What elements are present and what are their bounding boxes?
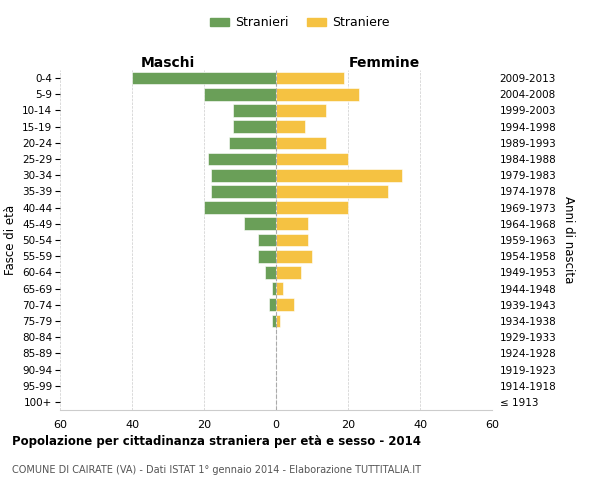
Bar	[276, 314, 280, 328]
Bar	[272, 314, 276, 328]
Bar	[276, 234, 308, 246]
Bar	[276, 88, 359, 101]
Bar	[276, 266, 301, 278]
Bar	[269, 298, 276, 311]
Bar	[276, 202, 348, 214]
Text: Femmine: Femmine	[349, 56, 419, 70]
Y-axis label: Anni di nascita: Anni di nascita	[562, 196, 575, 284]
Bar	[276, 152, 348, 166]
Bar	[276, 169, 402, 181]
Legend: Stranieri, Straniere: Stranieri, Straniere	[205, 11, 395, 34]
Bar	[258, 234, 276, 246]
Bar	[276, 282, 283, 295]
Bar	[229, 136, 276, 149]
Bar	[244, 218, 276, 230]
Bar	[208, 152, 276, 166]
Text: Maschi: Maschi	[141, 56, 195, 70]
Bar	[204, 202, 276, 214]
Text: Popolazione per cittadinanza straniera per età e sesso - 2014: Popolazione per cittadinanza straniera p…	[12, 435, 421, 448]
Bar	[233, 120, 276, 133]
Bar	[276, 72, 344, 85]
Bar	[211, 185, 276, 198]
Bar	[272, 282, 276, 295]
Text: COMUNE DI CAIRATE (VA) - Dati ISTAT 1° gennaio 2014 - Elaborazione TUTTITALIA.IT: COMUNE DI CAIRATE (VA) - Dati ISTAT 1° g…	[12, 465, 421, 475]
Bar	[276, 298, 294, 311]
Bar	[276, 185, 388, 198]
Bar	[276, 250, 312, 262]
Bar	[204, 88, 276, 101]
Y-axis label: Fasce di età: Fasce di età	[4, 205, 17, 275]
Bar	[211, 169, 276, 181]
Bar	[265, 266, 276, 278]
Bar	[258, 250, 276, 262]
Bar	[132, 72, 276, 85]
Bar	[276, 120, 305, 133]
Bar	[233, 104, 276, 117]
Bar	[276, 218, 308, 230]
Bar	[276, 136, 326, 149]
Bar	[276, 104, 326, 117]
